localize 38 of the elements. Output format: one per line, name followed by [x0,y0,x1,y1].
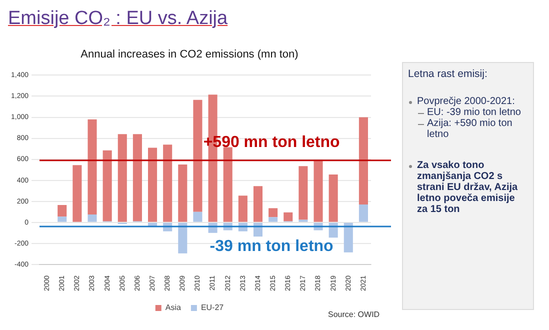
bar [344,222,353,252]
bar [163,144,172,222]
bar [238,196,248,222]
bar [193,212,202,222]
bar [193,100,202,212]
bar [118,134,127,222]
bar [178,164,188,222]
bar [284,212,293,222]
bar [58,216,67,222]
text: Povprečje 2000-2021: [416,96,516,107]
bar [253,186,263,222]
bar [88,214,97,222]
bar [314,160,323,222]
bar [358,117,368,205]
ref-line-label: +590 mn ton letno [203,134,340,151]
text: Za vsako tono zmanjšanja CO2 s strani EU držav, Azija letno poveča emisije za 15 ton [416,160,519,215]
legend-label: Asia [165,303,182,312]
text: Letna rast emisij: [408,68,488,80]
bar [148,148,158,222]
ref-line-label: -39 mn ton letno [210,238,334,255]
chart-title: Emisije CO₂ : EU vs. Azija [8,8,228,30]
bar [58,205,67,217]
legend-label: EU-27 [200,303,224,312]
bar [72,165,82,222]
bar [223,147,232,222]
bar [268,208,278,218]
text: Azija: +590 mio ton letno [426,118,514,140]
text: EU: -39 mio ton letno [426,107,522,118]
bar [178,222,188,254]
bar [298,166,308,220]
bar [268,217,278,222]
chart-subtitle: Annual increases in CO2 emissions (mn ton) [80,48,298,61]
bar [358,204,368,222]
bar [328,174,338,222]
source-note: Source: OWID [328,310,380,319]
bar [88,119,97,214]
bar [132,134,142,222]
bar [102,150,112,222]
